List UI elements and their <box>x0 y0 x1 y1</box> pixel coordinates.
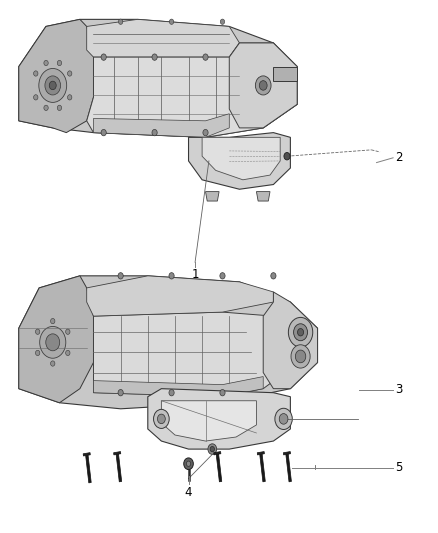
Circle shape <box>271 273 276 279</box>
Circle shape <box>275 408 292 430</box>
Circle shape <box>44 105 48 110</box>
Circle shape <box>152 130 157 136</box>
Circle shape <box>49 81 56 90</box>
Circle shape <box>50 361 55 366</box>
Polygon shape <box>283 451 290 455</box>
Polygon shape <box>19 276 318 409</box>
Circle shape <box>184 458 193 470</box>
Circle shape <box>34 95 38 100</box>
Circle shape <box>118 19 123 25</box>
Polygon shape <box>229 43 297 128</box>
Circle shape <box>154 409 169 429</box>
Polygon shape <box>257 451 265 455</box>
Polygon shape <box>113 451 121 455</box>
Polygon shape <box>93 312 290 397</box>
Circle shape <box>203 130 208 136</box>
Circle shape <box>210 447 215 452</box>
Polygon shape <box>273 67 297 80</box>
Polygon shape <box>83 453 90 456</box>
Circle shape <box>220 273 225 279</box>
Circle shape <box>67 95 72 100</box>
Polygon shape <box>216 454 222 482</box>
Circle shape <box>169 390 174 396</box>
Circle shape <box>35 329 40 334</box>
Polygon shape <box>19 19 297 138</box>
Circle shape <box>208 444 217 455</box>
Circle shape <box>170 19 174 25</box>
Polygon shape <box>260 454 265 482</box>
Circle shape <box>101 130 106 136</box>
Polygon shape <box>286 454 291 482</box>
Polygon shape <box>87 43 297 138</box>
Polygon shape <box>205 191 219 201</box>
Circle shape <box>186 461 191 466</box>
Polygon shape <box>116 454 122 482</box>
Circle shape <box>57 105 62 110</box>
Circle shape <box>66 350 70 356</box>
Text: 5: 5 <box>395 462 403 474</box>
Polygon shape <box>263 292 318 389</box>
Circle shape <box>220 390 225 396</box>
Circle shape <box>35 350 40 356</box>
Circle shape <box>288 317 313 347</box>
Circle shape <box>203 54 208 60</box>
Text: 4: 4 <box>185 486 192 499</box>
Circle shape <box>57 60 62 66</box>
Circle shape <box>40 326 66 358</box>
Polygon shape <box>87 276 273 316</box>
Polygon shape <box>93 114 229 138</box>
Circle shape <box>279 414 288 424</box>
Circle shape <box>169 273 174 279</box>
Polygon shape <box>19 19 93 133</box>
Circle shape <box>255 76 271 95</box>
Polygon shape <box>202 138 280 180</box>
Polygon shape <box>19 276 93 403</box>
Circle shape <box>101 54 106 60</box>
Polygon shape <box>188 133 290 189</box>
Text: 1: 1 <box>191 268 199 281</box>
Polygon shape <box>214 451 221 455</box>
Circle shape <box>259 80 267 90</box>
Circle shape <box>152 54 157 60</box>
Text: 2: 2 <box>395 151 403 164</box>
Circle shape <box>295 350 306 363</box>
Circle shape <box>118 390 123 396</box>
Text: 3: 3 <box>395 383 403 396</box>
Polygon shape <box>256 191 270 201</box>
Polygon shape <box>93 377 263 397</box>
Circle shape <box>45 76 60 95</box>
Circle shape <box>34 71 38 76</box>
Circle shape <box>291 345 310 368</box>
Circle shape <box>39 68 67 102</box>
Circle shape <box>66 329 70 334</box>
Polygon shape <box>86 455 91 483</box>
Circle shape <box>284 152 290 160</box>
Polygon shape <box>148 389 290 449</box>
Polygon shape <box>161 401 256 441</box>
Circle shape <box>157 414 165 424</box>
Circle shape <box>44 60 48 66</box>
Circle shape <box>118 273 123 279</box>
Circle shape <box>220 19 225 25</box>
Circle shape <box>297 328 304 336</box>
Polygon shape <box>87 19 240 57</box>
Circle shape <box>293 324 307 341</box>
Circle shape <box>46 334 60 351</box>
Circle shape <box>50 318 55 324</box>
Circle shape <box>67 71 72 76</box>
